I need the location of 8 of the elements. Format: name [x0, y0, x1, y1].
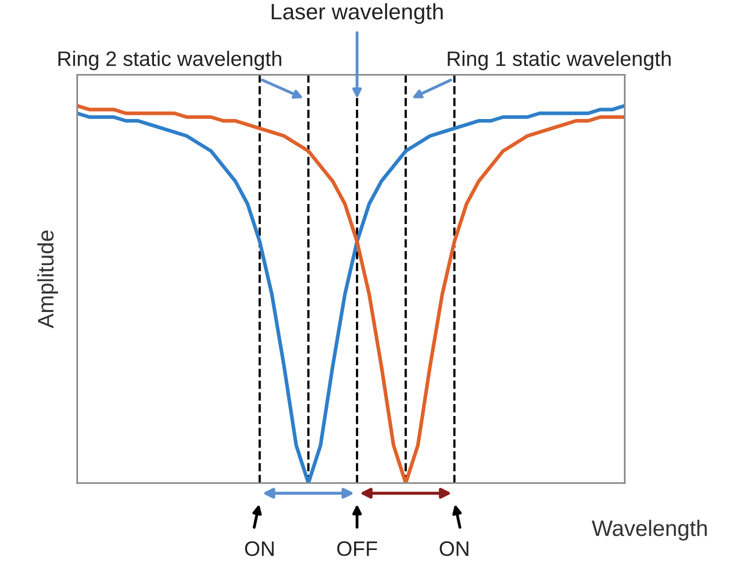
x-axis-title: Wavelength	[592, 520, 707, 541]
text: Ring 2 static wavelength	[58, 50, 282, 70]
text: ON	[245, 541, 274, 556]
text: ON	[440, 541, 468, 556]
text: Ring 1 static wavelength	[448, 50, 671, 70]
y-axis-title: Amplitude	[37, 230, 58, 328]
text: OFF	[337, 541, 378, 556]
text: Laser wavelength	[272, 3, 443, 24]
